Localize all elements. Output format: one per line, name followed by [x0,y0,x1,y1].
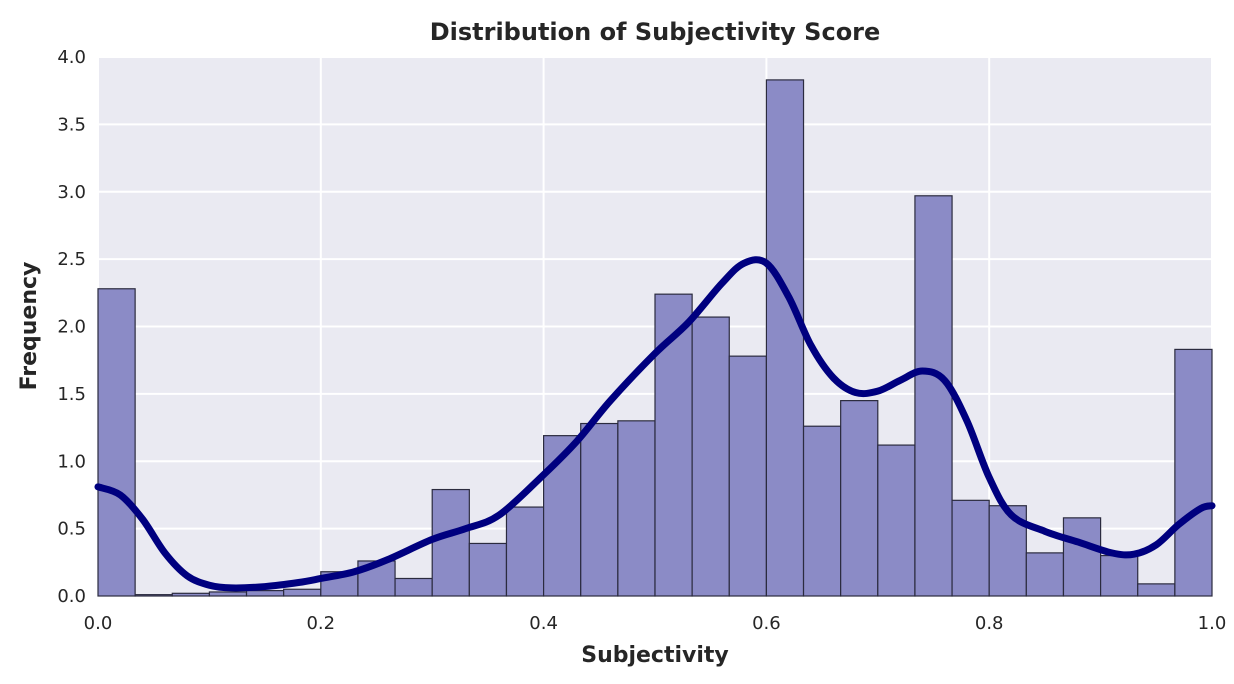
y-tick-label: 3.5 [57,114,86,135]
x-axis-title: Subjectivity [581,643,729,668]
histogram-bar [840,400,879,597]
x-tick-labels: 0.0 0.2 0.4 0.6 0.8 1.0 [84,613,1227,634]
histogram-bar [1099,554,1139,597]
histogram-bars [97,79,1213,597]
histogram-bar [914,195,953,597]
x-tick-label: 0.8 [975,613,1004,634]
chart-title: Distribution of Subjectivity Score [430,18,881,46]
x-tick-label: 0.4 [529,613,558,634]
y-tick-label: 0.0 [57,586,86,607]
y-tick-label: 1.5 [57,384,86,405]
histogram-bar [1062,517,1102,597]
x-tick-label: 0.6 [752,613,781,634]
histogram-bar [394,577,433,597]
y-tick-label: 2.5 [57,249,86,270]
x-tick-label: 0.2 [306,613,335,634]
x-tick-label: 0.0 [84,613,113,634]
histogram-bar [283,588,322,597]
histogram-bar [134,594,173,597]
histogram-bar [245,590,285,597]
y-axis-title: Frequency [17,262,42,391]
y-tick-labels: 0.0 0.5 1.0 1.5 2.0 2.5 3.0 3.5 4.0 [57,47,86,607]
histogram-bar [1137,583,1176,597]
histogram-bar [431,488,470,597]
histogram-bar [877,444,916,597]
histogram-bar [951,499,990,597]
histogram-bar [802,425,842,597]
histogram-bar [468,542,508,597]
kde-curve [94,256,1216,592]
histogram-bar [97,288,136,597]
y-tick-label: 4.0 [57,47,86,68]
histogram-bar [1025,552,1065,597]
y-tick-label: 1.0 [57,451,86,472]
histogram-bar [728,355,767,597]
histogram-bar [542,435,582,597]
histogram-bar [691,316,730,597]
y-tick-label: 0.5 [57,519,86,540]
histogram-bar [580,422,619,597]
histogram-bar [1174,348,1213,597]
histogram-bar [505,506,545,597]
y-tick-label: 3.0 [57,182,86,203]
x-tick-label: 1.0 [1198,613,1227,634]
histogram-bar [171,592,210,597]
y-tick-label: 2.0 [57,317,86,338]
histogram-bar [617,420,656,597]
histogram-bar [765,79,805,597]
histogram-bar [208,591,248,597]
